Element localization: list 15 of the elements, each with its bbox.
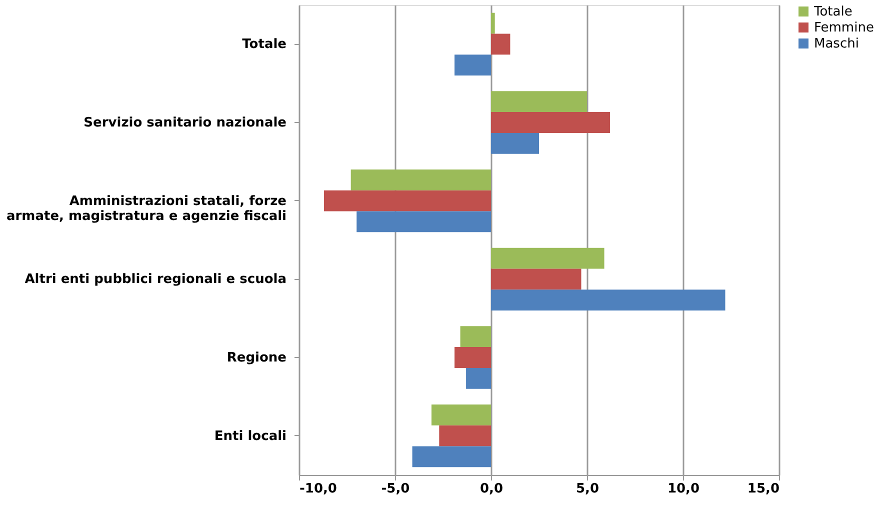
legend-label: Totale — [813, 4, 852, 20]
x-tick-label: 15,0 — [747, 482, 780, 496]
x-tick-label: 0,0 — [480, 482, 504, 496]
y-tick-label: Regione — [226, 350, 287, 366]
legend-label: Maschi — [814, 36, 859, 52]
y-tick-label: Altri enti pubblici regionali e scuola — [24, 272, 286, 288]
y-tick-label: Enti locali — [214, 428, 286, 444]
x-tick-label: -10,0 — [300, 482, 337, 496]
y-tick-label: Totale — [242, 37, 287, 52]
y-tick-label: Amministrazioni statali, forze armate, magistratura e agenzie fiscali — [6, 194, 287, 224]
x-tick-label: 5,0 — [576, 482, 600, 496]
y-tick-label: Servizio sanitario nazionale — [84, 116, 287, 130]
legend-label: Femmine — [814, 20, 874, 36]
x-tick-label: -5,0 — [381, 482, 410, 496]
x-tick-label: 10,0 — [667, 482, 700, 496]
